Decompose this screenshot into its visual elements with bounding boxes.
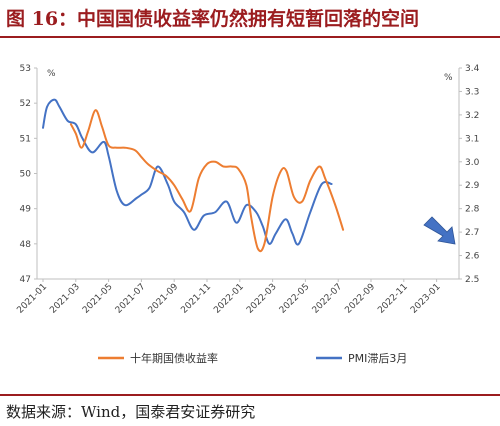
x-tick-label: 2022-09 <box>343 282 377 316</box>
right-tick-label: 3.2 <box>465 111 479 121</box>
x-tick-label: 2021-01 <box>15 282 49 316</box>
right-tick-label: 3.4 <box>465 64 480 74</box>
annotation-layer <box>423 216 456 245</box>
legend-label-pmi: PMI滞后3月 <box>348 352 407 365</box>
right-tick-label: 2.6 <box>465 252 480 262</box>
left-unit-label: % <box>47 69 56 79</box>
left-tick-label: 48 <box>20 240 32 250</box>
x-tick-label: 2023-01 <box>409 282 443 316</box>
line-chart: 53 52 51 50 49 48 47 3.4 3.3 3.2 3.1 3.0 2.9 2.8 2.7 2.… <box>15 64 480 365</box>
source-note: 数据来源：Wind，国泰君安证券研究 <box>6 403 256 421</box>
x-tick-label: 2021-05 <box>81 282 115 316</box>
x-tick-label: 2021-09 <box>147 282 181 316</box>
left-tick-label: 50 <box>20 170 32 180</box>
x-tick-label: 2021-11 <box>179 282 213 316</box>
x-tick-label: 2021-03 <box>48 282 82 316</box>
x-tick-label: 2022-07 <box>311 282 345 316</box>
right-tick-label: 3.1 <box>465 134 479 144</box>
left-tick-label: 49 <box>20 205 32 215</box>
right-tick-label: 2.8 <box>465 205 480 215</box>
series-line-bond-yield <box>69 109 345 253</box>
right-tick-label: 2.9 <box>465 181 480 191</box>
left-tick-label: 51 <box>20 134 31 144</box>
left-tick-label: 53 <box>20 64 31 74</box>
left-tick-label: 47 <box>20 275 31 285</box>
x-tick-label: 2022-11 <box>376 282 410 316</box>
right-tick-label: 2.5 <box>465 275 479 285</box>
downtrend-arrow-icon <box>423 216 456 245</box>
figure-title: 图 16：中国国债收益率仍然拥有短暂回落的空间 <box>6 8 420 30</box>
x-tick-label: 2021-07 <box>114 282 148 316</box>
x-tick-label: 2022-05 <box>278 282 312 316</box>
x-tick-label: 2022-03 <box>245 282 279 316</box>
right-tick-label: 3.3 <box>465 87 479 97</box>
left-tick-label: 52 <box>20 99 31 109</box>
chart-legend: 十年期国债收益率 PMI滞后3月 <box>98 351 407 365</box>
legend-label-bond-yield: 十年期国债收益率 <box>130 351 218 365</box>
right-tick-label: 2.7 <box>465 228 479 238</box>
source-bar: 数据来源：Wind，国泰君安证券研究 <box>0 394 500 426</box>
series-line-pmi <box>42 98 333 246</box>
series-layer <box>42 98 345 253</box>
right-tick-label: 3.0 <box>465 158 480 168</box>
right-unit-label: % <box>444 73 453 83</box>
x-tick-label: 2022-01 <box>212 282 246 316</box>
figure-title-bar: 图 16：中国国债收益率仍然拥有短暂回落的空间 <box>0 0 500 38</box>
